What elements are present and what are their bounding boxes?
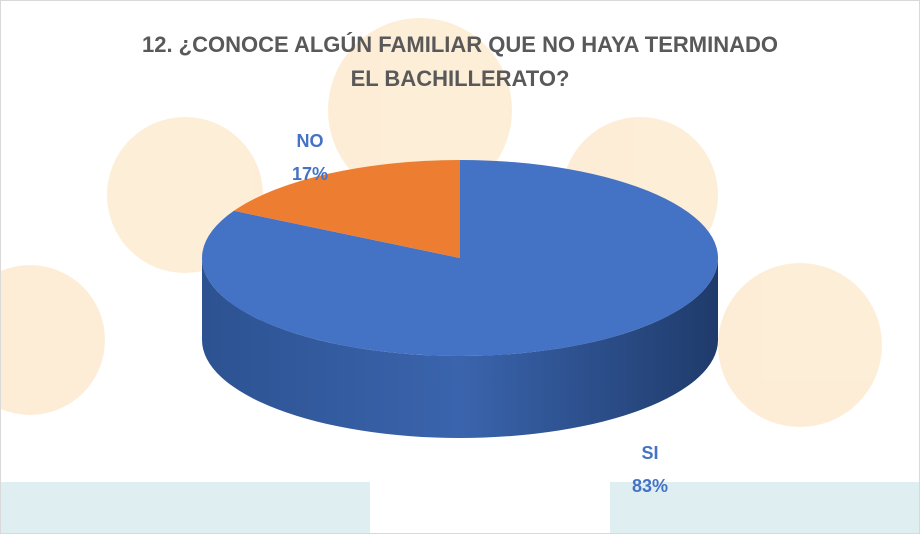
background-decoration (0, 18, 920, 534)
data-label-name: SI (641, 443, 658, 463)
slice-side (202, 258, 718, 438)
data-label-value: 17% (292, 164, 328, 184)
data-label-name: NO (297, 131, 324, 151)
pie (201, 160, 718, 438)
data-label-value: 83% (632, 476, 668, 496)
chart-title: 12. ¿CONOCE ALGÚN FAMILIAR QUE NO HAYA T… (141, 32, 778, 91)
slice (201, 160, 718, 356)
slice (233, 160, 460, 258)
